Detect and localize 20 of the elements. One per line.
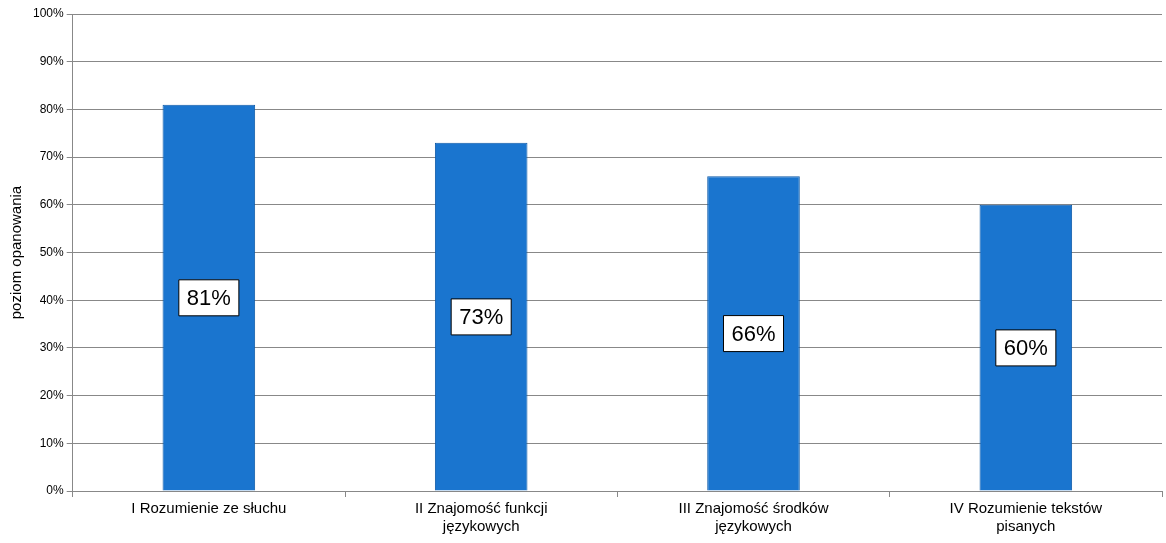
y-tick-label: 90% [39,54,65,69]
y-tick-label: 60% [39,197,65,212]
x-tick-label: IV Rozumienie tekstów pisanych [949,499,1103,535]
y-tick-label: 40% [39,292,65,307]
data-label: 66% [731,320,776,346]
y-tick-label: 30% [39,340,65,355]
y-tick-label: 0% [46,483,65,498]
data-label: 60% [1003,334,1048,360]
x-tick-label: III Znajomość środków językowych [678,499,829,535]
y-tick-label: 100% [32,6,65,21]
x-tick-label: I Rozumienie ze słuchu [131,499,287,517]
data-label: 81% [186,284,231,310]
y-tick-label: 20% [39,387,65,402]
x-tick-label: II Znajomość funkcji językowych [414,499,548,535]
y-tick-label: 10% [39,435,65,450]
y-tick-label: 50% [39,244,65,259]
y-tick-label: 70% [39,149,65,164]
y-tick-label: 80% [39,101,65,116]
data-label: 73% [459,303,504,329]
y-axis-title: poziom opanowania [7,185,25,320]
